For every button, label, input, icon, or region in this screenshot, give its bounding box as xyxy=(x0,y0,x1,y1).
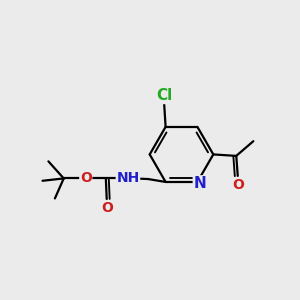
Text: Cl: Cl xyxy=(156,88,172,104)
Text: NH: NH xyxy=(116,171,140,185)
Text: O: O xyxy=(101,201,113,215)
Text: N: N xyxy=(194,176,206,191)
Text: O: O xyxy=(232,178,244,192)
Text: O: O xyxy=(80,171,92,185)
